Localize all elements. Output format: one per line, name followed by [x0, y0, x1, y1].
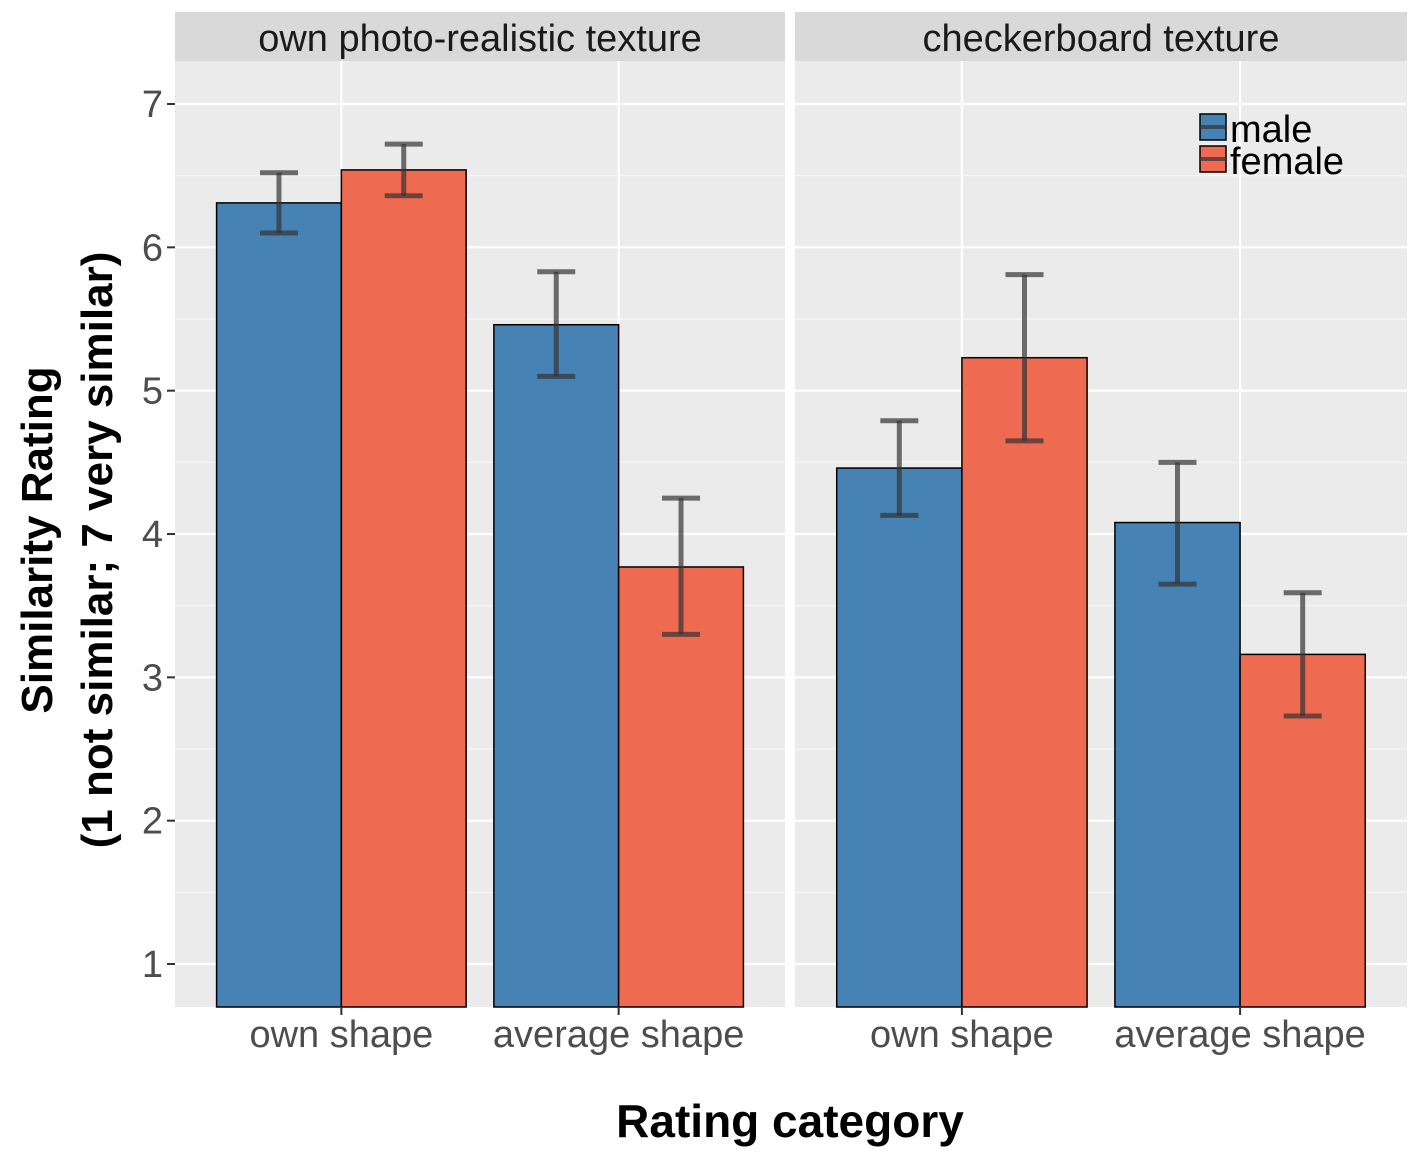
strip-background-right [795, 12, 1407, 61]
panel-title-right: checkerboard texture [923, 18, 1280, 60]
bar-male [1114, 521, 1241, 1008]
legend-label-female: female [1230, 141, 1344, 183]
strip-background-left [175, 12, 785, 61]
y-tick-label: 1 [142, 944, 163, 986]
x-tick-label: own shape [870, 1014, 1054, 1056]
x-tick-label: average shape [1114, 1014, 1365, 1056]
bar-female [340, 169, 467, 1008]
bar-female [617, 566, 745, 1008]
y-tick-label: 4 [142, 514, 163, 556]
y-tick-label: 3 [142, 657, 163, 699]
panel-title-left: own photo-realistic texture [258, 18, 702, 60]
y-tick-label: 2 [142, 801, 163, 843]
bar-male [835, 467, 963, 1008]
y-tick-label: 7 [142, 84, 163, 126]
x-tick-label: average shape [493, 1014, 744, 1056]
bar-male [215, 202, 343, 1008]
legend-label-male: male [1230, 109, 1312, 151]
y-axis-title-line2: (1 not similar; 7 very similar) [73, 252, 122, 849]
y-tick-label: 5 [142, 371, 163, 413]
legend: male female [1199, 109, 1344, 183]
x-tick-label: own shape [249, 1014, 433, 1056]
y-axis-title-line1: Similarity Rating [13, 366, 62, 713]
bar-male [493, 323, 620, 1008]
x-axis-title: Rating category [616, 1095, 964, 1147]
bar-female [961, 356, 1088, 1008]
y-tick-label: 6 [142, 227, 163, 269]
